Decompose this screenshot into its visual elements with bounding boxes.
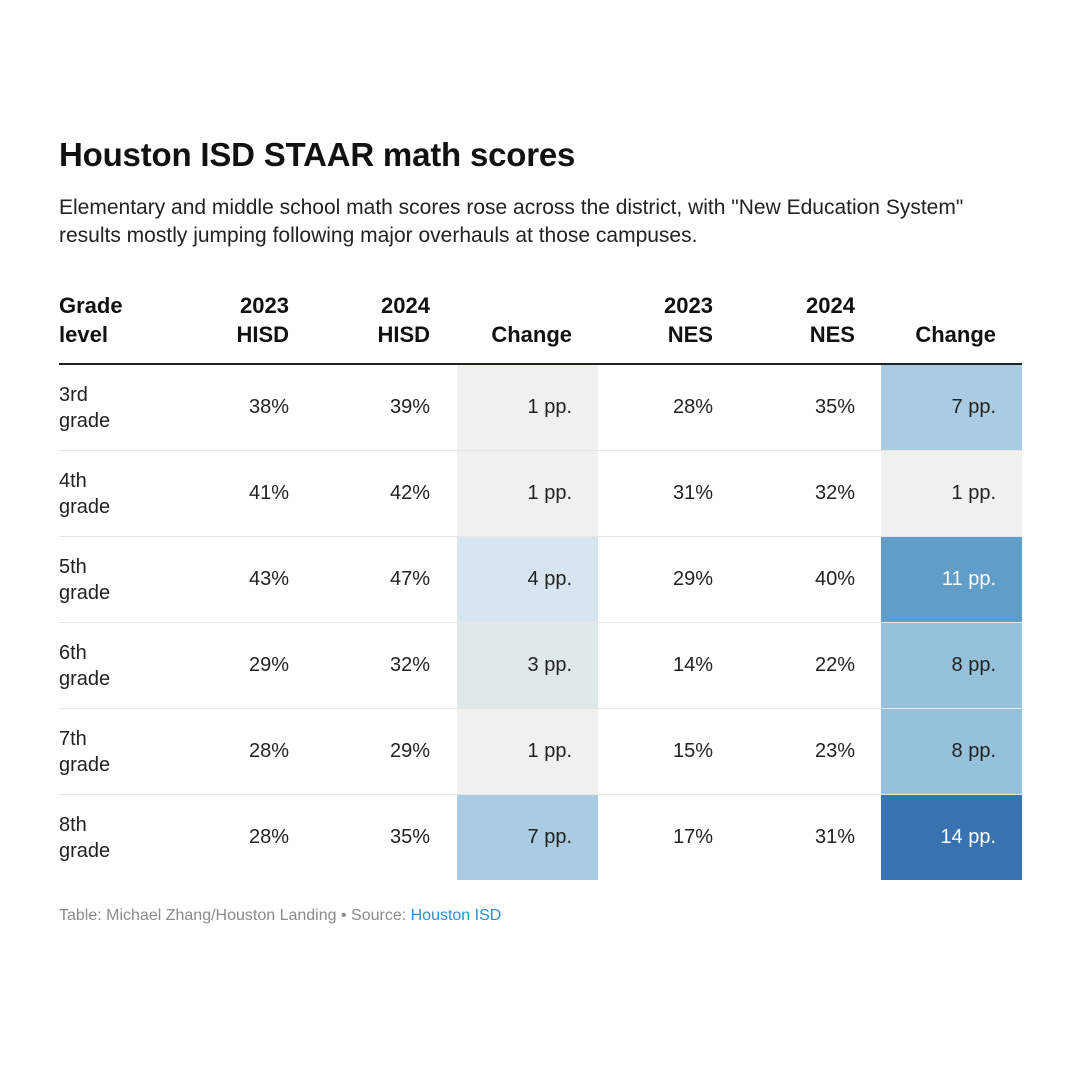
header-hisd-change: Change: [491, 322, 572, 347]
chart-title: Houston ISD STAAR math scores: [59, 136, 576, 173]
hisd-2024-cell: 42%: [389, 482, 430, 504]
header-2024-hisd: 2024 HISD: [377, 293, 430, 347]
hisd-2023-cell: 43%: [248, 568, 289, 590]
hisd-2024-cell: 47%: [389, 568, 430, 590]
hisd-2023-cell: 41%: [248, 482, 289, 504]
nes-change-cell: 8 pp.: [881, 623, 1022, 708]
nes-2023-cell: 14%: [672, 654, 713, 676]
nes-change-cell: 8 pp.: [881, 709, 1022, 794]
nes-2024-cell: 32%: [814, 482, 855, 504]
grade-cell: 8th grade: [59, 813, 111, 862]
nes-change-cell: 14 pp.: [881, 795, 1022, 880]
nes-2023-cell: 31%: [672, 482, 713, 504]
hisd-change-cell: 7 pp.: [457, 795, 598, 880]
nes-2024-cell: 31%: [814, 826, 855, 848]
header-nes-change: Change: [915, 322, 996, 347]
nes-change-cell: 11 pp.: [881, 537, 1022, 622]
nes-2023-cell: 29%: [672, 568, 713, 590]
scores-table: Grade level 2023 HISD 2024 HISD Change 2023 …: [59, 290, 1022, 880]
nes-change-cell: 7 pp.: [881, 365, 1022, 450]
source-link[interactable]: Houston ISD: [410, 907, 502, 924]
nes-2024-cell: 22%: [814, 654, 855, 676]
hisd-change-cell: 3 pp.: [457, 623, 598, 708]
hisd-2024-cell: 29%: [389, 740, 430, 762]
hisd-2023-cell: 28%: [248, 740, 289, 762]
hisd-2024-cell: 39%: [389, 396, 430, 418]
source-label: Source:: [351, 907, 411, 924]
table-row: 5th grade 43% 47% 4 pp. 29% 40% 11 pp.: [59, 537, 1022, 623]
table-header-row: Grade level 2023 HISD 2024 HISD Change 2023 …: [59, 290, 1022, 365]
table-row: 3rd grade 38% 39% 1 pp. 28% 35% 7 pp.: [59, 365, 1022, 451]
grade-cell: 6th grade: [59, 641, 111, 690]
header-grade-level: Grade level: [59, 293, 123, 347]
nes-2023-cell: 28%: [672, 396, 713, 418]
nes-2023-cell: 15%: [672, 740, 713, 762]
chart-subtitle: Elementary and middle school math scores…: [59, 196, 964, 247]
credit-text: Table: Michael Zhang/Houston Landing: [59, 907, 337, 924]
nes-2023-cell: 17%: [672, 826, 713, 848]
hisd-2024-cell: 35%: [389, 826, 430, 848]
table-row: 8th grade 28% 35% 7 pp. 17% 31% 14 pp.: [59, 795, 1022, 880]
hisd-change-cell: 1 pp.: [457, 451, 598, 536]
table-row: 6th grade 29% 32% 3 pp. 14% 22% 8 pp.: [59, 623, 1022, 709]
footer-separator: •: [336, 907, 352, 924]
grade-cell: 5th grade: [59, 555, 111, 604]
hisd-2023-cell: 29%: [248, 654, 289, 676]
grade-cell: 3rd grade: [59, 383, 111, 432]
hisd-change-cell: 1 pp.: [457, 709, 598, 794]
nes-2024-cell: 40%: [814, 568, 855, 590]
hisd-change-cell: 4 pp.: [457, 537, 598, 622]
nes-2024-cell: 35%: [814, 396, 855, 418]
nes-2024-cell: 23%: [814, 740, 855, 762]
header-2024-nes: 2024 NES: [806, 293, 855, 347]
hisd-change-cell: 1 pp.: [457, 365, 598, 450]
nes-change-cell: 1 pp.: [881, 451, 1022, 536]
hisd-2023-cell: 38%: [248, 396, 289, 418]
header-2023-nes: 2023 NES: [664, 293, 713, 347]
chart-footer: Table: Michael Zhang/Houston Landing • S…: [59, 907, 501, 925]
table-body: 3rd grade 38% 39% 1 pp. 28% 35% 7 pp. 4th grade…: [59, 365, 1022, 880]
table-row: 4th grade 41% 42% 1 pp. 31% 32% 1 pp.: [59, 451, 1022, 537]
grade-cell: 7th grade: [59, 727, 111, 776]
grade-cell: 4th grade: [59, 469, 111, 518]
hisd-2023-cell: 28%: [248, 826, 289, 848]
hisd-2024-cell: 32%: [389, 654, 430, 676]
table-row: 7th grade 28% 29% 1 pp. 15% 23% 8 pp.: [59, 709, 1022, 795]
header-2023-hisd: 2023 HISD: [236, 293, 289, 347]
